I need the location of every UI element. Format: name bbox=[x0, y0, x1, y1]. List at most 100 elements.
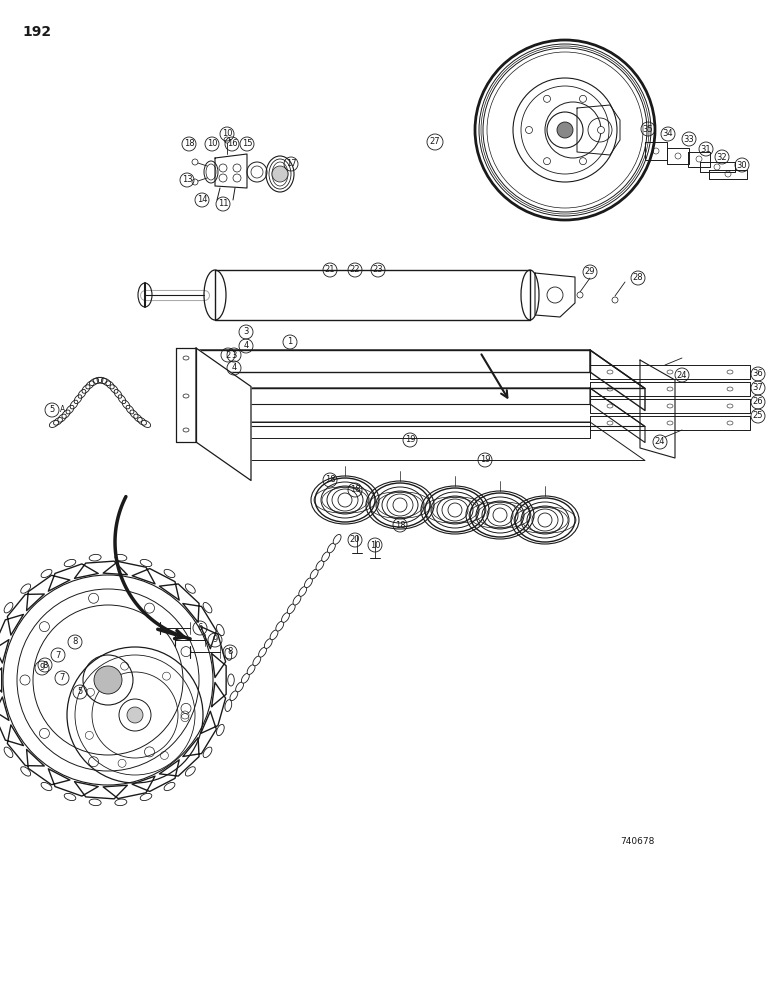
Text: 9: 9 bbox=[212, 636, 218, 645]
Circle shape bbox=[493, 508, 507, 522]
Text: 10: 10 bbox=[222, 129, 232, 138]
Circle shape bbox=[224, 137, 230, 143]
Ellipse shape bbox=[115, 799, 127, 806]
Ellipse shape bbox=[185, 767, 195, 776]
Text: A: A bbox=[60, 406, 66, 414]
Polygon shape bbox=[215, 270, 530, 320]
Ellipse shape bbox=[41, 782, 52, 791]
Text: 7: 7 bbox=[56, 650, 61, 660]
Polygon shape bbox=[178, 388, 645, 426]
Text: 8: 8 bbox=[73, 638, 78, 647]
Ellipse shape bbox=[90, 799, 101, 806]
Circle shape bbox=[127, 707, 143, 723]
Circle shape bbox=[192, 159, 198, 165]
Ellipse shape bbox=[225, 700, 232, 711]
Ellipse shape bbox=[225, 649, 232, 660]
Text: 2: 2 bbox=[225, 351, 231, 360]
Ellipse shape bbox=[299, 587, 306, 596]
Text: 19: 19 bbox=[405, 436, 415, 444]
Ellipse shape bbox=[90, 554, 101, 561]
Text: 18: 18 bbox=[350, 486, 361, 494]
Ellipse shape bbox=[327, 543, 335, 553]
Polygon shape bbox=[590, 365, 750, 379]
Text: 24: 24 bbox=[677, 370, 687, 379]
Polygon shape bbox=[590, 388, 645, 442]
Text: 10: 10 bbox=[370, 540, 381, 550]
Ellipse shape bbox=[203, 747, 212, 758]
Polygon shape bbox=[667, 148, 689, 164]
Ellipse shape bbox=[282, 613, 290, 622]
Ellipse shape bbox=[230, 691, 238, 701]
Text: 29: 29 bbox=[584, 267, 595, 276]
Text: 740678: 740678 bbox=[620, 838, 655, 846]
Text: 25: 25 bbox=[753, 412, 764, 420]
Circle shape bbox=[543, 158, 550, 165]
Text: 1: 1 bbox=[287, 338, 293, 347]
Ellipse shape bbox=[264, 639, 273, 648]
Ellipse shape bbox=[64, 559, 76, 567]
Text: 30: 30 bbox=[736, 160, 747, 169]
Ellipse shape bbox=[164, 569, 175, 578]
Text: 5: 5 bbox=[77, 688, 83, 696]
Circle shape bbox=[448, 503, 462, 517]
Text: 18: 18 bbox=[184, 139, 195, 148]
Text: 23: 23 bbox=[373, 265, 384, 274]
Text: 10: 10 bbox=[207, 139, 217, 148]
Text: 6: 6 bbox=[198, 624, 203, 633]
Circle shape bbox=[612, 297, 618, 303]
Text: 21: 21 bbox=[325, 265, 335, 274]
Polygon shape bbox=[590, 416, 750, 430]
Ellipse shape bbox=[141, 793, 152, 801]
Text: 192: 192 bbox=[22, 25, 51, 39]
Text: 14: 14 bbox=[197, 196, 207, 205]
Ellipse shape bbox=[322, 552, 330, 562]
Ellipse shape bbox=[242, 673, 249, 683]
Polygon shape bbox=[215, 154, 247, 188]
Polygon shape bbox=[178, 350, 645, 388]
Text: 24: 24 bbox=[655, 438, 665, 446]
Polygon shape bbox=[0, 561, 226, 799]
Ellipse shape bbox=[304, 578, 313, 588]
Ellipse shape bbox=[4, 747, 13, 758]
Circle shape bbox=[557, 122, 573, 138]
Text: 4: 4 bbox=[243, 342, 249, 351]
Text: 17: 17 bbox=[286, 159, 296, 168]
Ellipse shape bbox=[4, 602, 13, 613]
Circle shape bbox=[538, 513, 552, 527]
Text: 27: 27 bbox=[430, 137, 440, 146]
Polygon shape bbox=[645, 142, 667, 160]
Text: 31: 31 bbox=[701, 144, 711, 153]
Ellipse shape bbox=[259, 647, 266, 657]
Text: 26: 26 bbox=[753, 397, 764, 406]
Polygon shape bbox=[590, 399, 750, 413]
Ellipse shape bbox=[21, 767, 31, 776]
Ellipse shape bbox=[203, 602, 212, 613]
Polygon shape bbox=[535, 273, 575, 317]
Ellipse shape bbox=[185, 584, 195, 593]
Ellipse shape bbox=[287, 604, 295, 614]
Circle shape bbox=[526, 126, 533, 133]
Ellipse shape bbox=[228, 674, 234, 686]
Ellipse shape bbox=[115, 554, 127, 561]
Text: 35: 35 bbox=[642, 124, 653, 133]
Text: 3: 3 bbox=[243, 328, 249, 336]
Polygon shape bbox=[178, 422, 590, 438]
Polygon shape bbox=[688, 152, 710, 167]
Ellipse shape bbox=[141, 559, 152, 567]
Polygon shape bbox=[178, 350, 590, 372]
Text: 22: 22 bbox=[350, 265, 361, 274]
Circle shape bbox=[192, 179, 198, 185]
Circle shape bbox=[338, 493, 352, 507]
Circle shape bbox=[598, 126, 604, 133]
Ellipse shape bbox=[64, 793, 76, 801]
Text: 34: 34 bbox=[662, 129, 673, 138]
Text: 7: 7 bbox=[59, 674, 65, 682]
Polygon shape bbox=[176, 348, 196, 442]
Text: 3: 3 bbox=[232, 351, 237, 360]
Polygon shape bbox=[709, 170, 747, 179]
Polygon shape bbox=[577, 105, 620, 155]
Text: 18: 18 bbox=[394, 520, 405, 530]
Ellipse shape bbox=[310, 569, 318, 579]
Ellipse shape bbox=[164, 782, 175, 791]
Ellipse shape bbox=[334, 534, 341, 544]
